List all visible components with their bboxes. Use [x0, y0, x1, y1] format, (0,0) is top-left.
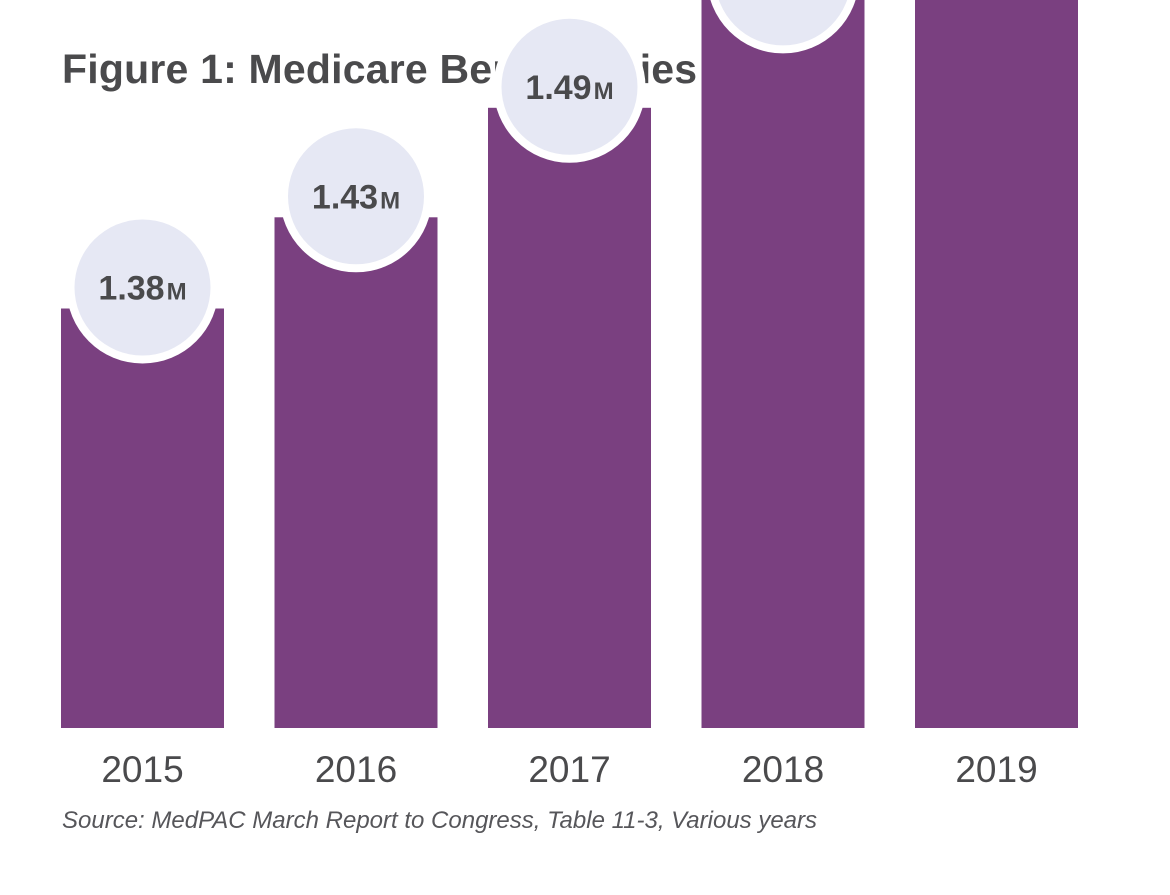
- value-badge-2016: [288, 128, 424, 265]
- x-tick-label-2016: 2016: [315, 749, 397, 790]
- x-axis-tick-labels: 2015 2016 2017 2018 2019: [101, 749, 1037, 790]
- value-label-2016: 1.43M: [312, 178, 400, 216]
- source-note: Source: MedPAC March Report to Congress,…: [62, 807, 818, 834]
- value-label-2015: 1.38M: [98, 270, 186, 308]
- bar-2015: [61, 308, 224, 728]
- bars-layer: [61, 0, 1078, 729]
- x-tick-label-2018: 2018: [742, 749, 824, 790]
- bar-2016: [274, 217, 438, 729]
- bar-2017: [488, 107, 651, 729]
- bar-2019: [915, 0, 1078, 728]
- value-badge-2018: [718, 0, 848, 46]
- x-tick-label-2015: 2015: [101, 749, 183, 790]
- bar-2018: [701, 0, 865, 728]
- value-badge-2015: [74, 219, 211, 356]
- x-tick-label-2019: 2019: [955, 749, 1037, 790]
- value-label-2017: 1.49M: [525, 69, 613, 107]
- value-badge-2017: [501, 18, 638, 155]
- x-tick-label-2017: 2017: [528, 749, 610, 790]
